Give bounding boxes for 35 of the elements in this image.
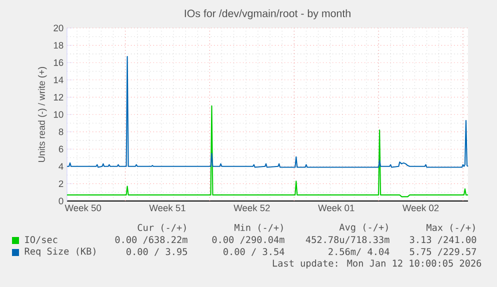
y-axis-title: Units read (-) / write (+) bbox=[38, 66, 47, 162]
legend-label: IO/sec bbox=[25, 236, 58, 244]
y-tick-label: 20 bbox=[54, 24, 64, 32]
text: 2.56m/ 4.04 bbox=[328, 248, 390, 256]
x-tick-label: Week 01 bbox=[318, 204, 354, 212]
y-tick-label: 12 bbox=[54, 94, 64, 100]
y-tick-label: 6 bbox=[58, 146, 64, 152]
y-tick-label: 18 bbox=[54, 42, 64, 49]
y-tick-label: 10 bbox=[54, 111, 64, 118]
text: 0.00 / 3.95 bbox=[126, 248, 187, 256]
x-tick-label: Week 52 bbox=[234, 204, 270, 212]
text: 0.00 /638.22m bbox=[115, 236, 188, 244]
y-tick-label: 2 bbox=[58, 180, 64, 187]
x-tick-label: Week 51 bbox=[149, 204, 186, 212]
text: 5.75 /229.57 bbox=[410, 248, 476, 256]
text: 3.13 /241.00 bbox=[410, 236, 476, 244]
text: Max (-/+) bbox=[426, 224, 475, 232]
y-tick-label: 14 bbox=[54, 76, 64, 84]
text: 452.78u/718.33m bbox=[306, 236, 390, 244]
y-tick-label: 16 bbox=[54, 59, 64, 66]
text: 0.00 / 3.54 bbox=[224, 248, 284, 256]
line-series bbox=[66, 56, 469, 168]
text: Last update: Mon Jan 12 10:00:05 2026 bbox=[272, 259, 482, 269]
y-tick-label: 4 bbox=[58, 163, 64, 170]
y-tick-label: 8 bbox=[58, 128, 64, 136]
x-tick-label: Week 02 bbox=[402, 204, 439, 212]
text: Cur (-/+) bbox=[138, 224, 186, 232]
text: Avg (-/+) bbox=[339, 223, 388, 233]
text: 0.00 /290.04m bbox=[212, 236, 284, 244]
y-tick-label: 0 bbox=[58, 198, 64, 204]
legend-label: Req Size (KB) bbox=[24, 247, 96, 257]
x-tick-label: Week 50 bbox=[64, 204, 102, 212]
chart-title: IOs for /dev/vgmain/root - by month bbox=[184, 9, 350, 20]
text: Min (-/+) bbox=[234, 224, 283, 232]
line-series bbox=[66, 105, 469, 198]
